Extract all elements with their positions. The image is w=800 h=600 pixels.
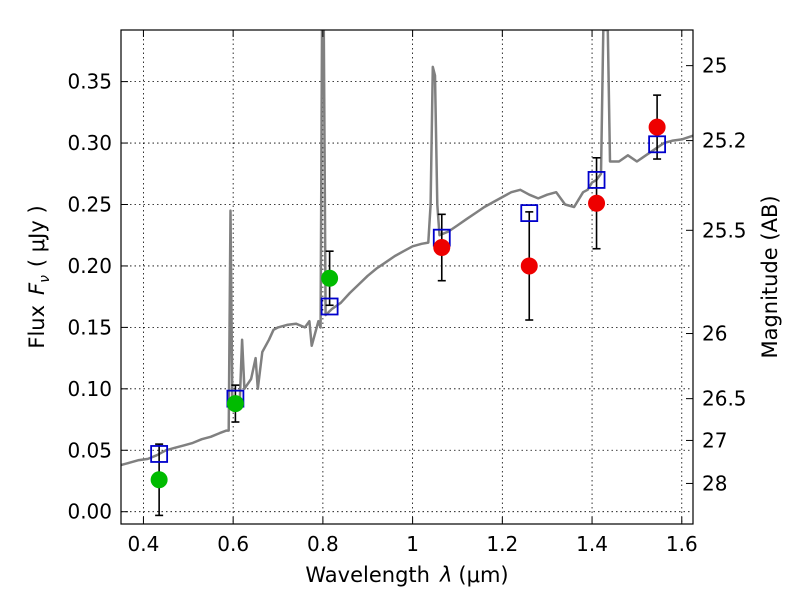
model-photometry-marker — [587, 171, 606, 189]
y-tick-label: 0.05 — [67, 438, 112, 462]
y-axis-title: FluxFν( μJy ) — [25, 205, 53, 348]
model-photometry-marker — [648, 135, 667, 154]
y2-tick-label: 28 — [702, 471, 727, 495]
x-tick-label: 0.6 — [217, 532, 249, 556]
detection-marker — [321, 269, 339, 287]
gridlines — [121, 30, 693, 524]
model-photometry-marker — [150, 445, 169, 463]
y2-tick-label: 25 — [702, 54, 727, 78]
y-tick-label: 0.00 — [67, 500, 112, 524]
x-tick-label: 1 — [406, 532, 419, 556]
y-tick-label: 0.20 — [67, 254, 112, 278]
y2-tick-label: 27 — [702, 428, 727, 452]
plot-frame — [120, 29, 694, 525]
y2-tick-label: 25.2 — [702, 129, 747, 153]
detection-marker — [150, 471, 168, 489]
detection-marker — [226, 395, 244, 413]
detection-marker — [588, 194, 606, 212]
x-tick-label: 1.4 — [576, 532, 608, 556]
y-tick-label: 0.25 — [67, 192, 112, 216]
y-tick-label: 0.30 — [67, 131, 112, 155]
tick-marks — [121, 30, 693, 524]
detection-marker — [648, 118, 666, 136]
x-tick-label: 1.2 — [486, 532, 518, 556]
y-tick-label: 0.15 — [67, 315, 112, 339]
x-tick-label: 1.6 — [666, 532, 698, 556]
x-tick-label: 0.8 — [307, 532, 339, 556]
y-tick-label: 0.10 — [67, 377, 112, 401]
model-photometry-marker — [320, 297, 339, 316]
marker-layer — [150, 118, 667, 489]
tick-labels: 0.4 0.6 0.8 1 1.2 1.4 1.6 0.00 0.05 0.10 0.15 0.20 0… — [67, 54, 746, 556]
detection-marker — [433, 239, 451, 257]
detection-marker — [520, 257, 538, 275]
y2-axis-title: Magnitude (AB) — [758, 195, 782, 358]
y2-tick-label: 25.5 — [702, 218, 747, 242]
spectrum-layer — [121, 30, 693, 467]
x-axis-title: Wavelength λ (μm) — [305, 563, 508, 587]
y2-tick-label: 26.5 — [702, 387, 747, 411]
y-tick-label: 0.35 — [67, 70, 112, 94]
y2-tick-label: 26 — [702, 322, 727, 346]
model-photometry-marker — [520, 204, 539, 222]
spectrum-line — [121, 30, 693, 467]
x-tick-label: 0.4 — [128, 532, 160, 556]
